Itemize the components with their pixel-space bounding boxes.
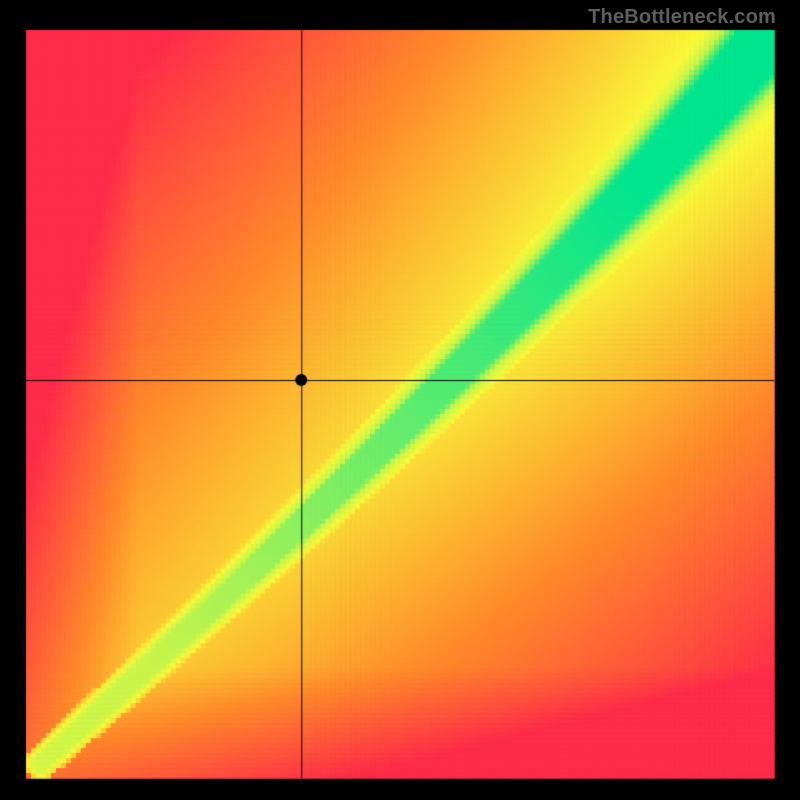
chart-container: TheBottleneck.com <box>0 0 800 800</box>
watermark-text: TheBottleneck.com <box>588 6 776 29</box>
heatmap-canvas <box>0 0 800 800</box>
